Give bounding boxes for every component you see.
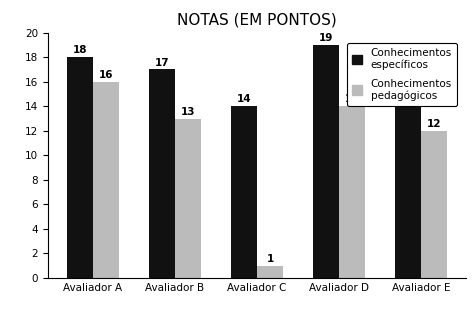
Bar [339,106,366,278]
Legend: Conhecimentos
específicos, Conhecimentos
pedagógicos: Conhecimentos específicos, Conhecimentos… [347,43,457,106]
Text: 14: 14 [237,95,251,104]
Text: 16: 16 [99,70,113,80]
Text: 12: 12 [427,119,442,129]
Bar [149,70,175,278]
Bar [395,82,421,278]
Text: 18: 18 [72,45,87,55]
Title: NOTAS (EM PONTOS): NOTAS (EM PONTOS) [177,12,337,27]
Bar [175,118,201,278]
Text: 13: 13 [181,107,195,117]
Text: 17: 17 [155,58,169,68]
Text: 1: 1 [267,254,274,264]
Bar [421,131,447,278]
Bar [257,266,283,278]
Text: 14: 14 [345,95,359,104]
Bar [67,57,93,278]
Text: 19: 19 [319,33,333,43]
Bar [93,82,119,278]
Bar [231,106,257,278]
Bar [313,45,339,278]
Text: 16: 16 [401,70,415,80]
